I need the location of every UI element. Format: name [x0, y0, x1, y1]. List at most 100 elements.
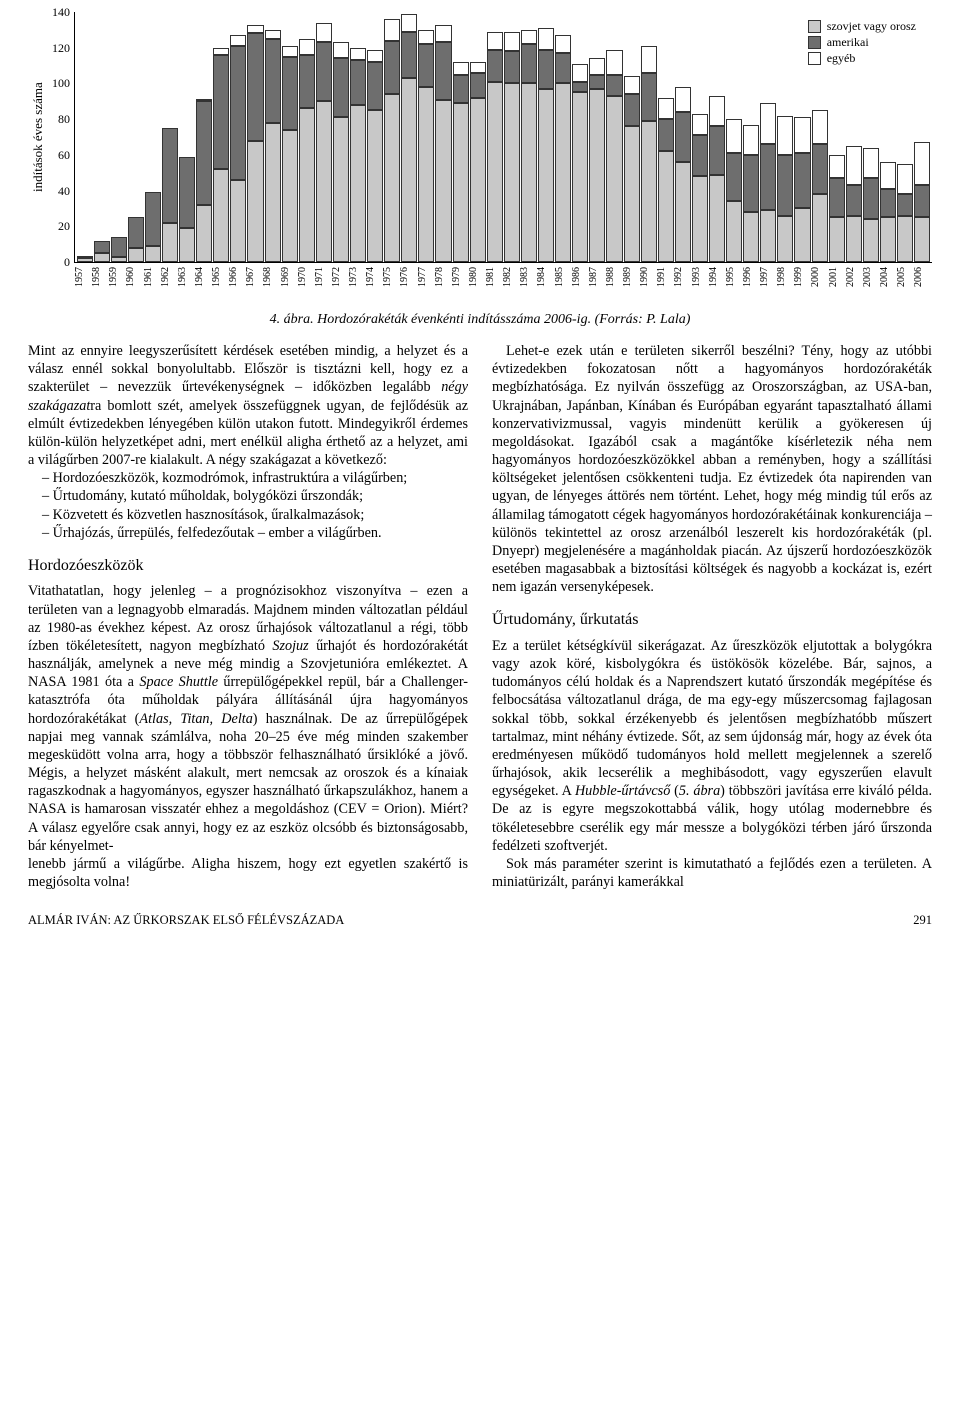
bar-segment [265, 39, 281, 123]
bar [179, 12, 195, 262]
bar-segment [606, 50, 622, 75]
bar-segment [794, 117, 810, 153]
bar-segment [213, 48, 229, 55]
x-tick: 2006 [914, 267, 931, 301]
x-axis-labels: 1957195819591960196119621963196419651966… [74, 267, 932, 301]
bar [572, 12, 588, 262]
bar-segment [247, 33, 263, 140]
bar-segment [812, 110, 828, 144]
bar-segment [538, 89, 554, 262]
x-tick: 1978 [435, 267, 452, 301]
legend-swatch [808, 20, 821, 33]
x-tick: 1990 [640, 267, 657, 301]
bar-segment [555, 35, 571, 53]
legend-item: szovjet vagy orosz [808, 19, 916, 34]
bar-segment [726, 201, 742, 262]
bar [726, 12, 742, 262]
bar-segment [265, 30, 281, 39]
bar-segment [299, 55, 315, 109]
bar-segment [829, 217, 845, 262]
x-tick: 1993 [692, 267, 709, 301]
bar-segment [777, 155, 793, 216]
bar-segment [675, 87, 691, 112]
y-tick: 20 [58, 219, 70, 234]
plot-area: szovjet vagy oroszamerikaiegyéb 19571958… [74, 12, 932, 301]
bar-segment [111, 237, 127, 257]
bar [94, 12, 110, 262]
bar-segment [641, 73, 657, 121]
x-tick: 1966 [229, 267, 246, 301]
bar-segment [350, 105, 366, 262]
bar-segment [863, 219, 879, 262]
x-tick: 1958 [92, 267, 109, 301]
bar [589, 12, 605, 262]
bar-segment [367, 62, 383, 110]
bar-segment [760, 103, 776, 144]
x-tick: 1979 [452, 267, 469, 301]
bar-segment [709, 126, 725, 174]
legend-swatch [808, 36, 821, 49]
x-tick: 1973 [349, 267, 366, 301]
x-tick: 1969 [281, 267, 298, 301]
bar-segment [812, 194, 828, 262]
bar-segment [162, 223, 178, 262]
bar-segment [418, 30, 434, 44]
bar-segment [367, 50, 383, 63]
x-tick: 1971 [315, 267, 332, 301]
x-tick: 1968 [263, 267, 280, 301]
bar-segment [606, 75, 622, 96]
x-tick: 2003 [863, 267, 880, 301]
bar-segment [897, 194, 913, 215]
bar-segment [743, 125, 759, 155]
bar-segment [77, 258, 93, 262]
bar-segment [777, 116, 793, 155]
bar-segment [675, 112, 691, 162]
x-tick: 1992 [674, 267, 691, 301]
bar [111, 12, 127, 262]
bar-segment [880, 162, 896, 189]
bar-segment [401, 32, 417, 78]
bar-segment [145, 192, 161, 246]
bar [487, 12, 503, 262]
bar [367, 12, 383, 262]
bar-segment [589, 58, 605, 74]
bar-segment [624, 126, 640, 262]
bar [230, 12, 246, 262]
paragraph: lenebb jármű a világűrbe. Aligha hiszem,… [28, 855, 468, 891]
bar-segment [555, 53, 571, 83]
x-tick: 1964 [195, 267, 212, 301]
x-tick: 2000 [811, 267, 828, 301]
x-tick: 1963 [178, 267, 195, 301]
bar-segment [880, 189, 896, 218]
bar [743, 12, 759, 262]
bar-segment [846, 146, 862, 185]
bar-segment [743, 212, 759, 262]
bar [77, 12, 93, 262]
bar [760, 12, 776, 262]
bar-segment [760, 144, 776, 210]
bar-segment [316, 101, 332, 262]
y-tick: 120 [52, 41, 70, 56]
y-axis-label: indítások éves száma [28, 12, 46, 302]
x-tick: 1996 [743, 267, 760, 301]
bar-segment [418, 44, 434, 87]
bar-segment [572, 82, 588, 93]
bar-segment [128, 248, 144, 262]
bar-segment [299, 39, 315, 55]
y-tick: 140 [52, 5, 70, 20]
x-tick: 1985 [555, 267, 572, 301]
x-tick: 1961 [144, 267, 161, 301]
x-tick: 1959 [109, 267, 126, 301]
bar-segment [658, 98, 674, 119]
bar-segment [401, 78, 417, 262]
footer-page-number: 291 [913, 913, 932, 928]
bar [692, 12, 708, 262]
bar-segment [316, 42, 332, 101]
bar-segment [692, 135, 708, 176]
bar-segment [897, 216, 913, 262]
bar-segment [487, 82, 503, 262]
x-tick: 1997 [760, 267, 777, 301]
bar-segment [846, 185, 862, 215]
section-heading: Űrtudomány, űrkutatás [492, 610, 932, 630]
bar-segment [435, 100, 451, 263]
